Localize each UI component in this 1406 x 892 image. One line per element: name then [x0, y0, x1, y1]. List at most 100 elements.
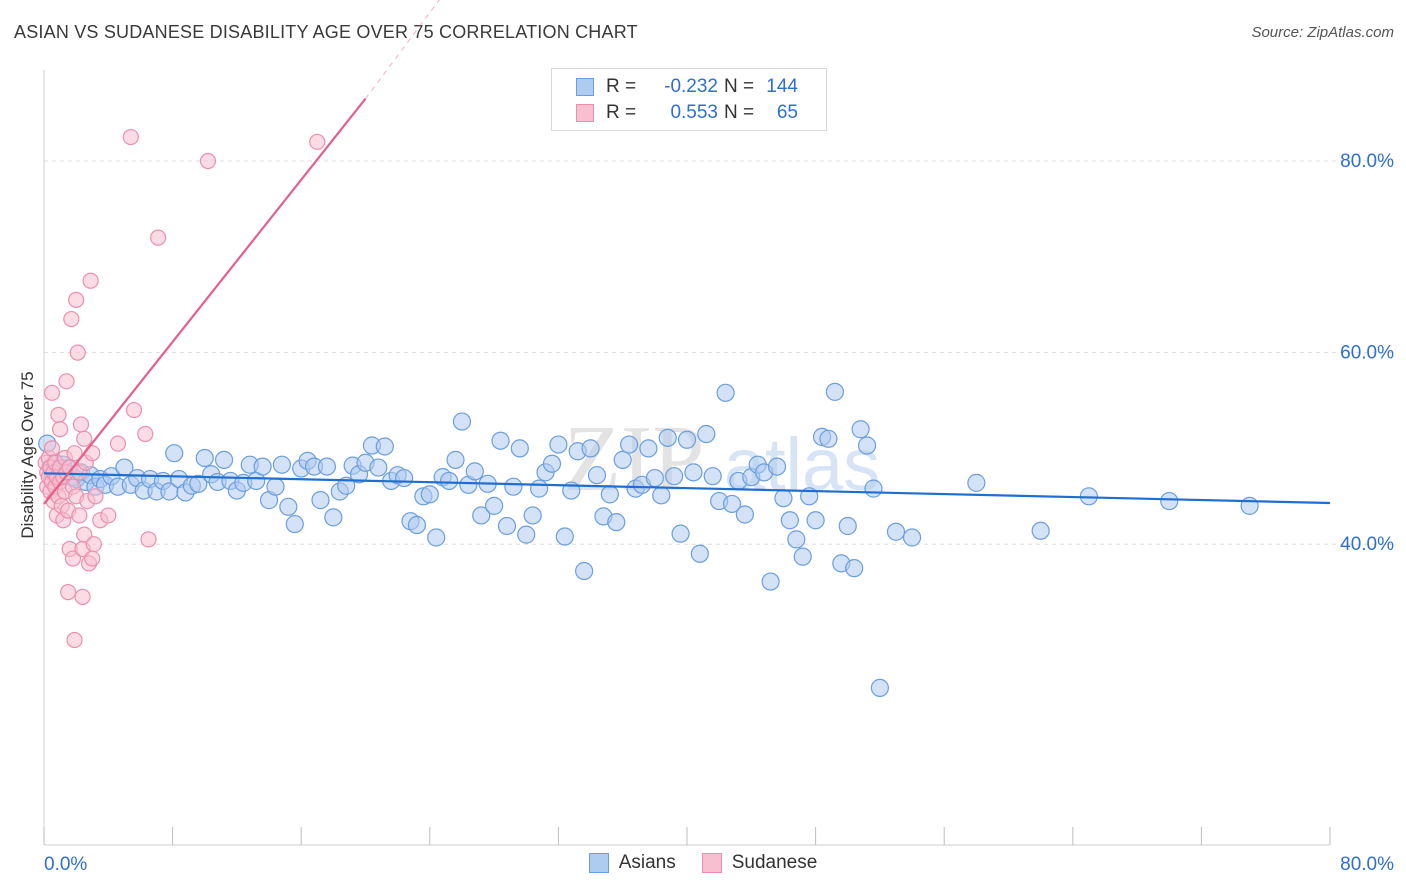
asians-point [735, 505, 754, 524]
asians-point [806, 511, 825, 530]
asians-point [394, 468, 414, 488]
sudanese-point [51, 421, 69, 438]
asians-point [266, 477, 285, 496]
y-tick-label: 60.0% [1340, 343, 1394, 364]
source-label: Source: ZipAtlas.com [1251, 24, 1394, 41]
asians-point [645, 468, 664, 488]
asians-legend-swatch [588, 853, 609, 873]
legend-item-sudanese[interactable]: Sudanese [701, 852, 818, 874]
asians-point [575, 561, 594, 581]
sudanese-point [64, 550, 82, 567]
sudanese-point [309, 133, 326, 150]
asians-point [517, 525, 536, 544]
asians-point [452, 412, 472, 431]
asians-point [165, 444, 184, 463]
asians-point [439, 471, 459, 491]
asians-point [703, 467, 722, 486]
asians-point [677, 430, 697, 449]
sudanese-point [199, 152, 217, 170]
correlation-legend: R = -0.232 N = 144 R = 0.553 N = 65 [551, 68, 827, 131]
legend-r-label: R = [606, 102, 637, 123]
asians-point [684, 463, 703, 482]
sudanese-point [76, 430, 93, 447]
asians-point [311, 491, 330, 510]
legend-r-label: R = [606, 76, 637, 97]
sudanese-point [66, 631, 83, 649]
asians-point [1031, 521, 1050, 540]
asians-point [272, 455, 292, 474]
asians-point [427, 528, 446, 547]
asians-point [317, 457, 337, 476]
legend-n-value: 144 [766, 76, 798, 97]
chart-title: ASIAN VS SUDANESE DISABILITY AGE OVER 75… [14, 22, 638, 42]
asians-point [825, 382, 844, 401]
asians-point [369, 458, 388, 477]
sudanese-point [82, 272, 99, 289]
legend-item-asians[interactable]: Asians [588, 852, 676, 874]
sudanese-point [125, 401, 143, 419]
sudanese-point [140, 531, 157, 548]
series-sudanese [37, 128, 326, 649]
sudanese-point [76, 526, 93, 543]
sudanese-point [84, 445, 101, 462]
sudanese-point [100, 507, 117, 524]
asians-point [851, 420, 870, 439]
sudanese-point [87, 488, 104, 505]
legend-row-sudanese: R = 0.553 N = 65 [576, 101, 798, 125]
asians-point [510, 439, 529, 458]
asians-point [845, 559, 864, 578]
asians-point [279, 497, 298, 516]
trend-lines [43, 0, 1331, 505]
asians-point [324, 508, 343, 527]
asians-point [472, 506, 491, 525]
asians-point [658, 428, 677, 447]
asians-point [214, 450, 234, 469]
asians-point [838, 516, 857, 536]
asians-point [581, 439, 600, 458]
asians-point [793, 547, 812, 566]
asians-point [639, 439, 658, 458]
sudanese-point [68, 291, 85, 308]
asians-point [774, 489, 793, 508]
asians-point [485, 496, 504, 515]
y-tick-label: 40.0% [1340, 534, 1394, 555]
sudanese-point [150, 229, 167, 246]
asians-point [465, 462, 484, 481]
asians-point [767, 457, 787, 476]
sudanese-point [109, 435, 127, 452]
series-asians [38, 382, 1259, 697]
asians-legend-label: Asians [618, 852, 676, 873]
asians-point [504, 477, 523, 496]
asians-point [446, 450, 465, 469]
asians-point [665, 467, 684, 486]
asians-point [607, 513, 626, 532]
asians-point [530, 479, 549, 498]
sudanese-trend-line [43, 98, 367, 505]
asians-point [337, 476, 356, 495]
asians-point [690, 544, 709, 563]
asians-point [253, 457, 272, 476]
asians-point [870, 678, 890, 697]
asians-point [587, 466, 607, 485]
sudanese-legend-label: Sudanese [731, 852, 818, 873]
asians-point [819, 429, 838, 448]
asians-point [1160, 491, 1179, 511]
x-tick-label-min: 0.0% [44, 854, 87, 875]
sudanese-point [84, 550, 101, 567]
series-legend: Asians Sudanese [0, 852, 1406, 874]
asians-point [523, 506, 542, 525]
sudanese-point [137, 425, 154, 443]
gridlines [44, 160, 1394, 545]
asians-swatch [576, 78, 594, 96]
asians-point [600, 485, 619, 504]
asians-point [716, 383, 735, 402]
legend-n-label: N = [723, 76, 755, 97]
sudanese-legend-swatch [701, 853, 722, 873]
sudanese-point [43, 440, 61, 457]
legend-n-value: 65 [776, 102, 798, 123]
asians-point [967, 473, 986, 492]
asians-point [864, 479, 883, 498]
asians-point [787, 530, 806, 549]
asians-trend-line [43, 472, 1331, 505]
